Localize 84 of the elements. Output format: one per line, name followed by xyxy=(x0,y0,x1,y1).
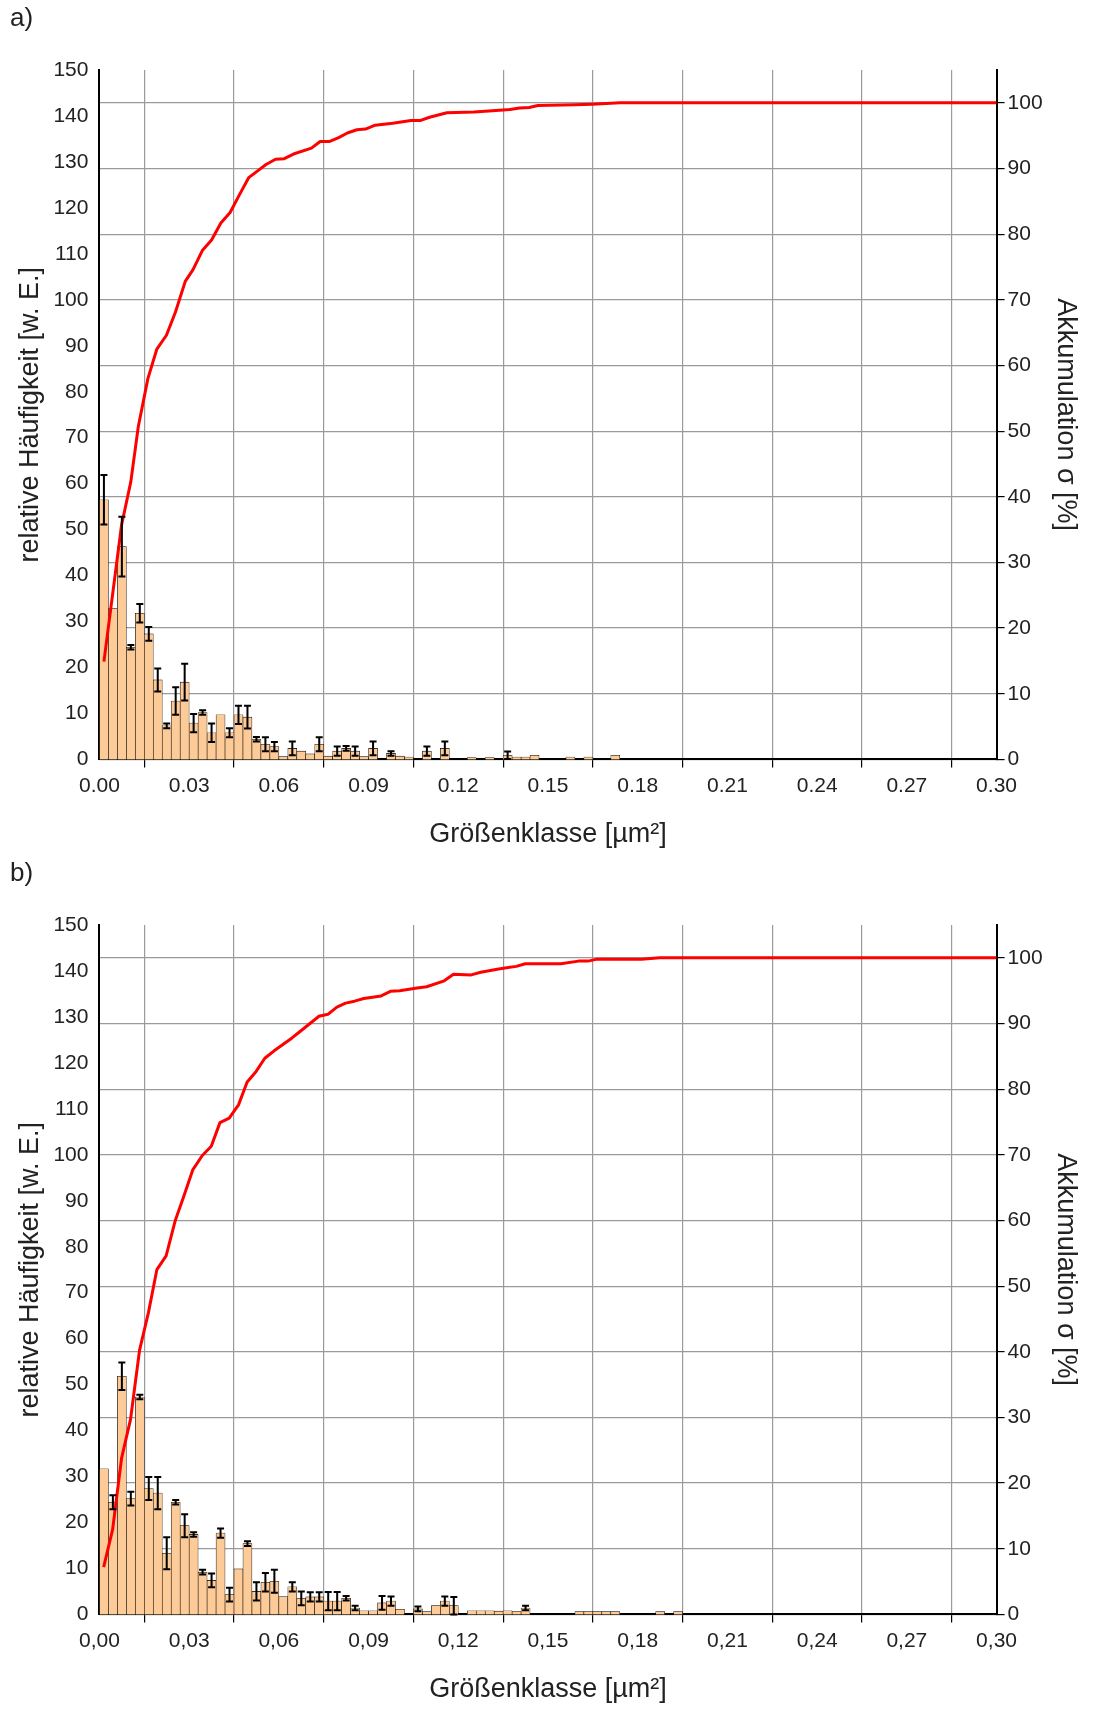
y2-tick-label: 20 xyxy=(1007,1469,1031,1493)
y2-tick-label: 60 xyxy=(1007,352,1031,376)
y-tick-label: 150 xyxy=(53,56,89,80)
x-axis-title: Größenklasse [µm²] xyxy=(429,1673,667,1704)
x-tick-label: 0.09 xyxy=(348,772,390,796)
x-tick-label: 0.03 xyxy=(168,772,210,796)
x-tick-label: 0,09 xyxy=(348,1627,390,1651)
y-tick-label: 80 xyxy=(65,1233,89,1257)
y-tick-label: 60 xyxy=(65,1325,89,1349)
y-tick-label: 100 xyxy=(53,286,89,310)
y-tick-label: 30 xyxy=(65,608,89,632)
x-tick-label: 0,00 xyxy=(79,1627,120,1651)
y-tick-label: 50 xyxy=(65,1371,89,1395)
y-tick-label: 60 xyxy=(65,470,89,494)
y2-tick-label: 100 xyxy=(1007,89,1043,113)
y2-tick-label: 90 xyxy=(1007,1010,1031,1034)
chart-title: b) xyxy=(10,857,34,888)
x-tick-label: 0,24 xyxy=(796,1627,838,1651)
x-tick-label: 0.24 xyxy=(796,772,838,796)
y2-tick-label: 40 xyxy=(1007,1338,1031,1362)
y-tick-label: 110 xyxy=(54,240,89,264)
y-tick-label: 90 xyxy=(65,332,89,356)
y-tick-label: 140 xyxy=(53,957,89,981)
x-tick-label: 0.00 xyxy=(79,772,120,796)
y-tick-label: 10 xyxy=(65,700,89,724)
y2-tick-label: 100 xyxy=(1007,944,1043,968)
x-tick-label: 0,30 xyxy=(976,1627,1017,1651)
y-tick-label: 130 xyxy=(53,148,89,172)
y2-tick-label: 0 xyxy=(1007,746,1020,770)
y2-tick-label: 10 xyxy=(1007,680,1031,704)
x-tick-label: 0.30 xyxy=(976,772,1017,796)
x-tick-label: 0,18 xyxy=(617,1627,659,1651)
y2-tick-label: 80 xyxy=(1007,1075,1031,1099)
y-tick-label: 120 xyxy=(53,1049,89,1073)
y2-tick-label: 50 xyxy=(1007,1272,1031,1296)
chart-title: a) xyxy=(10,2,34,33)
y-tick-label: 20 xyxy=(65,1509,89,1533)
y2-tick-label: 90 xyxy=(1007,155,1031,179)
y-tick-label: 110 xyxy=(54,1095,89,1119)
y-tick-label: 0 xyxy=(76,746,89,770)
x-axis-title: Größenklasse [µm²] xyxy=(429,818,667,849)
y2-tick-label: 70 xyxy=(1007,286,1031,310)
y-tick-label: 90 xyxy=(65,1187,89,1211)
x-tick-label: 0,21 xyxy=(706,1627,748,1651)
y2-tick-label: 20 xyxy=(1007,614,1031,638)
x-tick-label: 0.21 xyxy=(706,772,748,796)
y-axis-title: relative Häufigkeit [w. E.] xyxy=(13,266,44,563)
y2-tick-label: 60 xyxy=(1007,1207,1031,1231)
y-tick-label: 20 xyxy=(65,654,89,678)
x-tick-label: 0.27 xyxy=(886,772,928,796)
y-tick-label: 140 xyxy=(53,102,89,126)
y-axis-title: relative Häufigkeit [w. E.] xyxy=(13,1121,44,1418)
y-tick-label: 50 xyxy=(65,516,89,540)
y-tick-label: 80 xyxy=(65,378,89,402)
x-tick-label: 0,03 xyxy=(168,1627,210,1651)
x-tick-label: 0.12 xyxy=(437,772,479,796)
y-tick-label: 0 xyxy=(76,1601,89,1625)
y2-tick-label: 30 xyxy=(1007,549,1031,573)
y-tick-label: 30 xyxy=(65,1463,89,1487)
y2-tick-label: 0 xyxy=(1007,1601,1020,1625)
y-tick-label: 70 xyxy=(65,424,89,448)
y2-axis-title: Akkumulation σ [%] xyxy=(1052,1153,1083,1387)
y-tick-label: 100 xyxy=(53,1141,89,1165)
x-tick-label: 0.18 xyxy=(617,772,659,796)
y2-tick-label: 50 xyxy=(1007,417,1031,441)
y-tick-label: 40 xyxy=(65,562,89,586)
y-tick-label: 70 xyxy=(65,1279,89,1303)
y-tick-label: 40 xyxy=(65,1417,89,1441)
y2-tick-label: 10 xyxy=(1007,1535,1031,1559)
x-tick-label: 0,12 xyxy=(437,1627,479,1651)
x-tick-label: 0,27 xyxy=(886,1627,928,1651)
x-tick-label: 0.15 xyxy=(527,772,569,796)
x-tick-label: 0,15 xyxy=(527,1627,569,1651)
y-tick-label: 120 xyxy=(53,194,89,218)
y2-axis-title: Akkumulation σ [%] xyxy=(1052,298,1083,532)
y-tick-label: 10 xyxy=(65,1555,89,1579)
y2-tick-label: 40 xyxy=(1007,483,1031,507)
y-tick-label: 130 xyxy=(53,1003,89,1027)
x-tick-label: 0.06 xyxy=(258,772,300,796)
y-tick-label: 150 xyxy=(53,911,89,935)
y2-tick-label: 30 xyxy=(1007,1404,1031,1428)
y2-tick-label: 80 xyxy=(1007,220,1031,244)
x-tick-label: 0,06 xyxy=(258,1627,300,1651)
y2-tick-label: 70 xyxy=(1007,1141,1031,1165)
